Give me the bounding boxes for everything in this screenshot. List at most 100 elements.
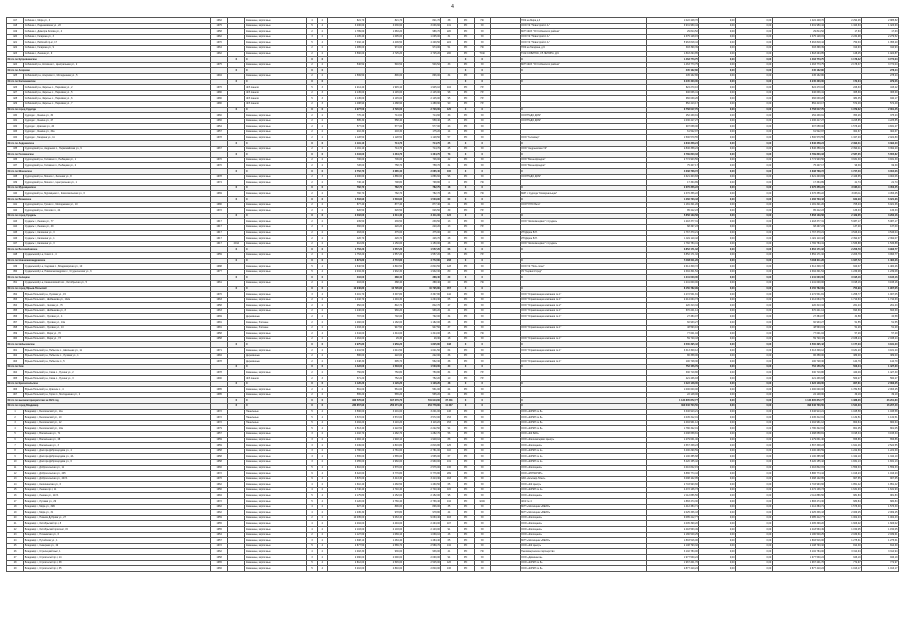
table-cell: 0,00 <box>698 430 737 438</box>
table-row: 432 Судогда г., Красная ул., 20 1954 Каменн… <box>5 123 899 130</box>
row-number-cell: 417 <box>5 17 25 24</box>
table-row: 25 Владимир г., Северная ул., 19 1972 Камен… <box>5 542 899 550</box>
table-cell: Х <box>456 363 475 371</box>
table-cell: 0,00 <box>698 279 737 287</box>
table-row: 427 Собинский р-н, Заречье с., Парковая у… <box>5 89 899 97</box>
row-number-cell: 10 <box>5 458 25 466</box>
table-cell: Х <box>473 380 491 388</box>
table-cell: 1 000 000,00 <box>645 386 700 393</box>
table-cell: УК <box>473 475 491 483</box>
table-cell: 2 <box>316 335 328 343</box>
table-cell: 252 439,91 <box>771 112 826 119</box>
table-cell: 0,00 <box>698 403 737 410</box>
table-cell: 421 436,93 <box>645 375 700 382</box>
table-cell: РО <box>456 352 475 360</box>
table-cell <box>227 117 246 125</box>
table-cell: 752 156,79 <box>645 363 700 371</box>
table-cell: 670 241,14 <box>771 307 826 315</box>
table-cell <box>227 498 246 505</box>
table-cell: 1 241 000,00 <box>645 279 700 287</box>
table-cell: 4 <box>316 291 328 298</box>
table-row: 438 Судогодский р-н, Мошок с., Зеленая ул… <box>5 173 899 181</box>
table-cell: 0,00 <box>698 296 737 304</box>
table-cell: ООО "Управляющая компания № 2" <box>519 302 647 309</box>
table-cell: 2 <box>316 481 328 488</box>
table-cell: 0,00 <box>698 251 737 259</box>
table-cell: РО <box>456 335 475 343</box>
table-cell: РО <box>456 95 475 102</box>
table-cell: 680,84 <box>861 498 899 505</box>
table-cell: УК <box>473 391 491 399</box>
table-cell <box>519 279 647 287</box>
table-cell: РО <box>456 263 475 270</box>
table-cell: 1 412 384,71 <box>771 503 826 511</box>
table-cell: Х <box>456 274 475 281</box>
subtotal-row: Итого по высшим приоритетам за 2021 год Х… <box>5 397 899 404</box>
table-cell: РО <box>456 302 475 309</box>
table-cell: РО <box>456 453 475 460</box>
table-cell: НУ <box>473 375 491 382</box>
table-row: 461 Юрьев-Польский р-н, Небылое с., Школь… <box>5 347 899 354</box>
table-cell: Х <box>227 341 246 348</box>
table-cell: 3 195,16 <box>861 279 899 287</box>
table-cell: 1 000 000,00 <box>771 386 826 393</box>
table-cell: НК <box>473 279 491 287</box>
table-cell <box>227 419 246 427</box>
table-cell: РО <box>456 330 475 337</box>
table-cell: ЖСК № 4 <box>519 498 647 505</box>
table-cell: 0,00 <box>698 84 737 91</box>
table-cell: УК <box>473 481 491 488</box>
row-number-cell: 427 <box>5 89 25 97</box>
table-cell <box>227 430 246 438</box>
table-cell: 946 636,41 <box>771 89 826 97</box>
table-cell: 5 008 611,26 <box>771 257 826 265</box>
table-cell: 4 <box>316 470 328 477</box>
table-cell: 670 241,14 <box>645 307 700 315</box>
table-cell: Х <box>473 274 491 281</box>
table-cell: 0,00 <box>698 436 737 444</box>
table-cell: Х <box>456 285 475 293</box>
table-cell: 1 907,05 <box>861 291 899 298</box>
table-cell <box>227 347 246 354</box>
table-cell: 0,00 <box>698 453 737 460</box>
table-cell: 2 100 385,68 <box>771 453 826 460</box>
table-cell: РО <box>456 324 475 332</box>
table-row: 417 Собинка г., Мира ул., 3 1962 Каменные, … <box>5 17 899 24</box>
table-cell: Х <box>473 78 491 86</box>
table-cell <box>227 414 246 421</box>
table-cell: 2 <box>316 296 328 304</box>
table-cell: 0,00 <box>698 313 737 321</box>
table-cell <box>227 481 246 488</box>
table-cell: НУ <box>473 84 491 91</box>
table-cell: 2 <box>316 453 328 460</box>
table-cell: 6 886 774,44 <box>645 470 700 477</box>
table-cell <box>227 61 246 69</box>
table-cell: 2 <box>316 61 328 69</box>
table-cell: 2 <box>316 72 328 80</box>
table-cell: 51,29 <box>861 324 899 332</box>
table-cell: Х <box>316 257 328 265</box>
table-row: 449 Суздальский р-н, Садовая п., Владимир… <box>5 263 899 270</box>
table-cell: 0,00 <box>698 414 737 421</box>
table-cell: 4 <box>316 414 328 421</box>
table-cell: Х <box>456 380 475 388</box>
table-cell: 1 222,69 <box>861 447 899 455</box>
table-cell: УК <box>473 307 491 315</box>
table-cell: 4 045 312,01 <box>645 414 700 421</box>
row-number-cell: 449 <box>5 263 25 270</box>
row-number-cell: 5 <box>5 430 25 438</box>
table-cell: ООО «ЖРЭП № 8» <box>519 419 647 427</box>
table-cell <box>227 296 246 304</box>
table-cell: РО <box>456 117 475 125</box>
table-cell: НУ <box>473 95 491 102</box>
table-cell: НУ <box>473 369 491 376</box>
table-cell <box>227 447 246 455</box>
table-cell: ООО «ЖРЭП № 2» <box>519 453 647 460</box>
table-cell: 220 313,34 <box>771 302 826 309</box>
table-cell: 4 <box>316 565 328 572</box>
table-cell: 2 214 064,73 <box>645 296 700 304</box>
table-cell: Х <box>473 341 491 348</box>
table-cell <box>227 391 246 399</box>
table-cell: ООО «ЖРЭП № 8» <box>519 408 647 416</box>
table-cell: 1 279 631,40 <box>645 436 700 444</box>
